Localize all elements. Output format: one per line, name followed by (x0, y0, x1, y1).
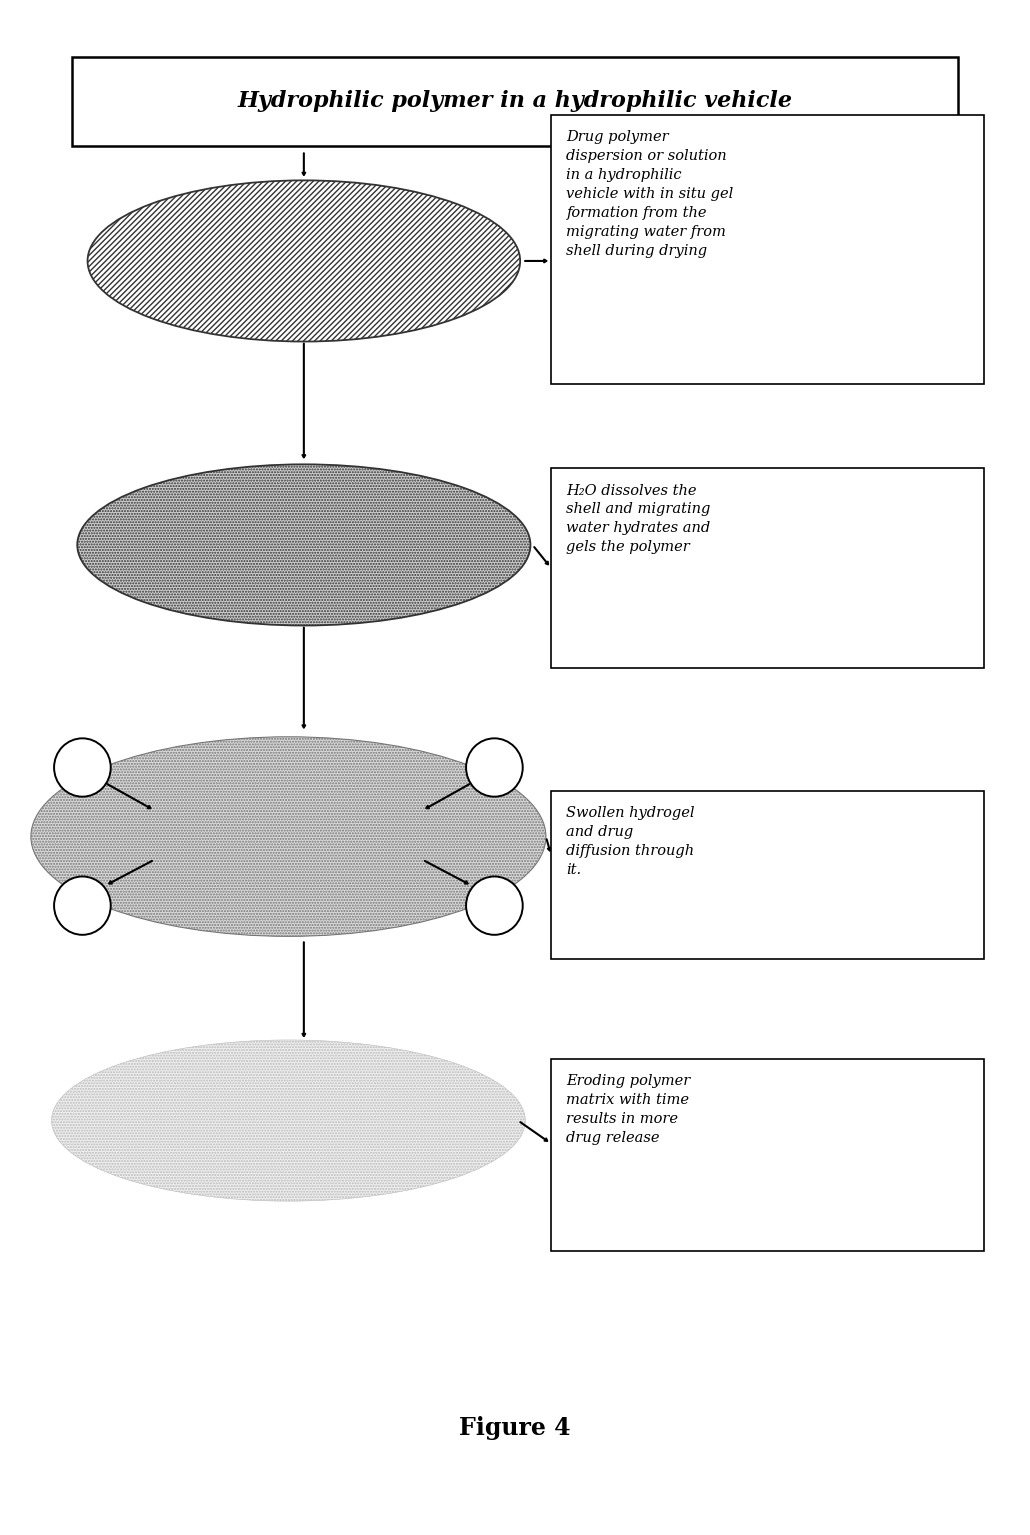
Text: Eroding polymer
matrix with time
results in more
drug release: Eroding polymer matrix with time results… (566, 1074, 691, 1145)
Ellipse shape (52, 1041, 525, 1200)
Ellipse shape (54, 876, 111, 935)
Text: Hydrophilic polymer in a hydrophilic vehicle: Hydrophilic polymer in a hydrophilic veh… (238, 91, 792, 112)
Text: Swollen hydrogel
and drug
diffusion through
it.: Swollen hydrogel and drug diffusion thro… (566, 806, 695, 876)
Bar (551, 468, 984, 668)
Text: Drug polymer
dispersion or solution
in a hydrophilic
vehicle with in situ gel
fo: Drug polymer dispersion or solution in a… (566, 130, 733, 258)
Ellipse shape (466, 876, 522, 935)
Ellipse shape (31, 737, 546, 936)
Ellipse shape (77, 464, 530, 626)
Bar (551, 1059, 984, 1251)
Text: H₂O dissolves the
shell and migrating
water hydrates and
gels the polymer: H₂O dissolves the shell and migrating wa… (566, 484, 711, 554)
Text: Figure 4: Figure 4 (459, 1415, 571, 1440)
Bar (551, 791, 984, 959)
Bar (72, 57, 958, 146)
Ellipse shape (88, 180, 520, 342)
Ellipse shape (466, 738, 522, 797)
Bar (551, 115, 984, 384)
Ellipse shape (54, 738, 111, 797)
